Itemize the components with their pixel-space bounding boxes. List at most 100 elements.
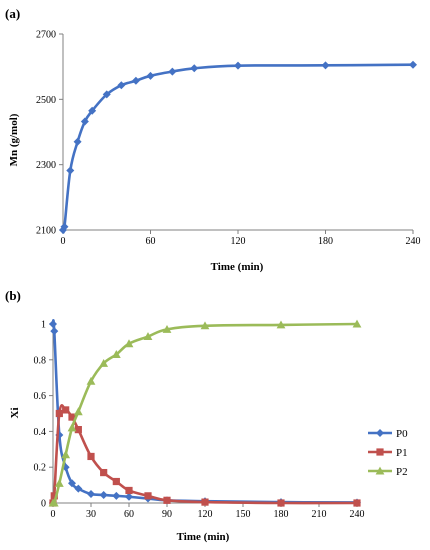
panel-b-x-tick-label: 240 xyxy=(350,509,365,520)
panel-a-label: (a) xyxy=(5,6,20,21)
panel-b-point-P1 xyxy=(74,426,82,434)
panel-b-series-line-P0 xyxy=(51,319,358,504)
panel-b-point-P2 xyxy=(143,332,153,341)
panel-a-point-mn xyxy=(88,106,97,115)
panel-a-point-mn xyxy=(168,67,177,76)
legend-label-P2: P2 xyxy=(396,466,408,478)
panel-b-point-P0 xyxy=(50,327,59,336)
panel-b-point-P1 xyxy=(55,409,63,418)
panel-b-point-P1 xyxy=(100,468,108,477)
panel-a-y-tick-label: 2100 xyxy=(36,226,56,237)
panel-b-legend: P0 P1 P2 xyxy=(368,428,408,478)
panel-b-point-P1 xyxy=(163,496,171,504)
legend-item-P2: P2 xyxy=(368,466,408,478)
panel-b-series-line-P2 xyxy=(51,322,358,506)
panel-a-chart: (a) Mn (g/mol) Time (min) 0 60 120 180 240 21… xyxy=(5,6,421,273)
panel-b-point-P2 xyxy=(352,319,362,328)
panel-b-point-P2 xyxy=(276,320,286,329)
panel-b-point-P1 xyxy=(201,498,209,506)
panel-a-point-mn xyxy=(146,71,155,80)
panel-b-point-P2 xyxy=(61,450,71,459)
panel-a-point-mn xyxy=(409,60,417,69)
panel-b-point-P2 xyxy=(162,324,172,333)
panel-b-y-axis-title: Xi xyxy=(9,408,21,419)
panel-b-point-P2 xyxy=(67,423,77,432)
panel-b-x-tick-label: 90 xyxy=(162,509,172,520)
panel-b-point-P2 xyxy=(124,339,134,348)
panel-b-point-P2 xyxy=(49,498,59,507)
panel-b-y-tick-label: 1 xyxy=(41,320,46,331)
panel-b-chart: (b) Xi Time (min) 0 30 60 90 120 150 180 210 240… xyxy=(5,288,408,543)
panel-a-point-mn xyxy=(321,61,330,70)
panel-b-series-line-P1 xyxy=(51,404,358,507)
panel-b-label: (b) xyxy=(5,288,21,303)
panel-b-series xyxy=(48,319,362,507)
panel-b-point-P0 xyxy=(49,320,57,328)
panel-b-x-tick-label: 180 xyxy=(274,509,289,520)
panel-a-x-axis-title: Time (min) xyxy=(211,261,264,273)
panel-b-point-P1 xyxy=(125,486,133,495)
legend-marker-P1 xyxy=(376,448,384,456)
panel-b-point-P2 xyxy=(200,321,210,330)
panel-a-point-mn xyxy=(66,166,75,175)
panel-b-y-tick-label: 0.6 xyxy=(34,391,47,402)
panel-a-x-tick-label: 180 xyxy=(318,236,333,247)
panel-a-point-mn xyxy=(117,81,126,90)
panel-a-point-mn xyxy=(73,137,82,146)
panel-b-point-P0 xyxy=(125,492,133,501)
panel-b-point-P2 xyxy=(111,350,121,358)
panel-b-x-tick-label: 150 xyxy=(236,509,251,520)
legend-item-P0: P0 xyxy=(368,428,408,440)
panel-b-x-tick-label: 210 xyxy=(312,509,327,520)
panel-b-x-tick-label: 120 xyxy=(198,509,213,520)
panel-a-point-mn xyxy=(190,64,199,73)
panel-a-point-mn xyxy=(131,76,140,85)
panel-b-x-tick-label: 0 xyxy=(51,509,56,520)
panel-a-y-tick-label: 2500 xyxy=(36,95,56,106)
panel-b-point-P1 xyxy=(112,477,120,486)
panel-a-point-mn xyxy=(80,117,89,126)
panel-a-x-tick-label: 120 xyxy=(231,236,246,247)
panel-a-y-axis-title: Mn (g/mol) xyxy=(8,113,20,166)
panel-b-point-P1 xyxy=(62,406,70,414)
panel-a-series-line-mn xyxy=(61,63,414,234)
panel-a-axes: 0 60 120 180 240 2100 2300 2500 2700 xyxy=(36,30,421,248)
panel-b-point-P1 xyxy=(277,499,285,507)
panel-b-point-P1 xyxy=(68,413,76,421)
panel-b-point-P1 xyxy=(87,452,95,461)
panel-a-y-tick-label: 2300 xyxy=(36,160,56,171)
panel-b-point-P0 xyxy=(74,484,83,493)
panel-b-point-P2 xyxy=(73,407,83,416)
panel-b-point-P2 xyxy=(54,478,64,487)
panel-b-y-tick-label: 0.8 xyxy=(34,355,47,366)
legend-marker-P0 xyxy=(376,429,384,437)
panel-b-point-P0 xyxy=(68,479,76,488)
panel-b-point-P2 xyxy=(86,376,96,385)
panel-a-y-tick-label: 2700 xyxy=(36,30,56,41)
legend-marker-P2 xyxy=(375,466,385,475)
panel-b-y-tick-label: 0 xyxy=(41,499,46,510)
panel-b-x-tick-label: 30 xyxy=(86,509,96,520)
panel-b-y-tick-label: 0.2 xyxy=(34,463,47,474)
panel-b-point-P1 xyxy=(50,492,58,500)
panel-a-series xyxy=(59,60,417,234)
legend-label-P1: P1 xyxy=(396,447,408,459)
panel-a-point-mn xyxy=(102,90,111,99)
panel-a-x-tick-label: 240 xyxy=(406,236,421,247)
legend-item-P1: P1 xyxy=(368,447,408,459)
panel-a-x-tick-label: 60 xyxy=(146,236,156,247)
panel-b-point-P2 xyxy=(99,358,109,367)
panel-a-point-mn xyxy=(60,222,69,231)
panel-b-y-tick-label: 0.4 xyxy=(34,427,47,438)
panel-b-point-P0 xyxy=(112,491,121,500)
panel-a-point-mn xyxy=(234,61,242,70)
panel-b-point-P0 xyxy=(87,490,95,499)
panel-b-x-axis-title: Time (min) xyxy=(177,531,230,543)
panel-b-point-P1 xyxy=(353,499,361,507)
panel-b-point-P1 xyxy=(144,492,152,500)
panel-b-x-tick-label: 60 xyxy=(124,509,134,520)
legend-label-P0: P0 xyxy=(396,428,408,440)
panel-a-x-tick-label: 0 xyxy=(61,236,66,247)
panel-b-point-P0 xyxy=(99,490,108,499)
